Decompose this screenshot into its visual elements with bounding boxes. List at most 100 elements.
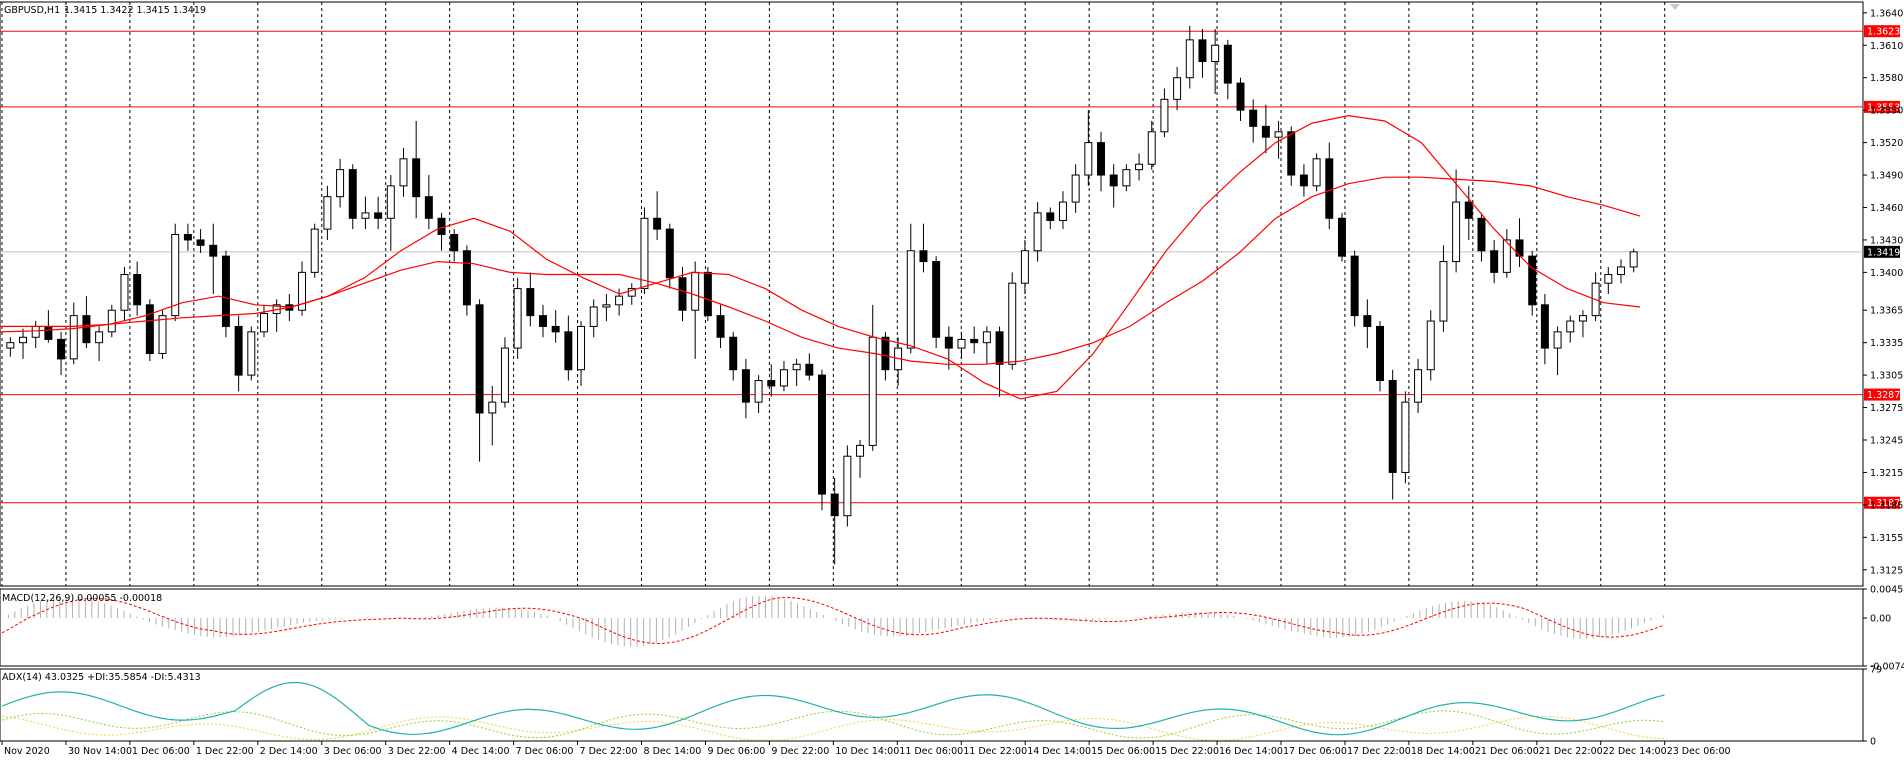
time-axis-label: 10 Dec 14:00 <box>835 746 899 757</box>
candle-body <box>1490 250 1499 273</box>
candle-body <box>982 331 991 344</box>
price-axis-label: 1.3185 <box>1870 500 1903 511</box>
candle <box>1274 120 1283 159</box>
candle-body <box>539 315 547 327</box>
time-axis-label: 9 Dec 06:00 <box>707 746 765 757</box>
candle-body <box>703 271 712 317</box>
current-price-tag <box>1864 245 1900 258</box>
candle-body <box>475 304 484 414</box>
candle-body <box>741 369 750 403</box>
candle-body <box>1198 39 1207 62</box>
candle <box>1299 164 1308 197</box>
candle-body <box>399 158 408 187</box>
candle-body <box>1439 261 1448 322</box>
candle <box>754 375 763 413</box>
candle-body <box>348 169 357 219</box>
candle <box>564 315 573 381</box>
level-lines[interactable]: 1.3623 1.3553 1.3287 1.3187 <box>0 25 1900 509</box>
time-axis-label: 15 Dec 06:00 <box>1091 746 1155 757</box>
ma-slow-line <box>0 176 1641 365</box>
time-axis-label: 21 Dec 22:00 <box>1539 746 1603 757</box>
candle <box>310 223 319 278</box>
adx-line <box>1 681 1665 736</box>
candle-body <box>995 331 1004 365</box>
candle-body <box>1452 201 1461 263</box>
candle <box>1426 310 1435 381</box>
time-axis-label: 3 Dec 06:00 <box>324 746 382 757</box>
candle-body <box>1566 320 1575 333</box>
candle <box>830 477 839 565</box>
price-axis[interactable]: 1.3640 1.3610 1.3580 1.3550 1.3520 1.3490 1.34… <box>1863 8 1903 576</box>
candle-body <box>120 274 129 311</box>
candle <box>1616 259 1625 284</box>
candle-body <box>424 196 433 219</box>
candle-body <box>1058 201 1067 221</box>
candle <box>323 185 332 240</box>
price-axis-label: 1.3610 <box>1870 41 1903 52</box>
candle <box>374 196 383 230</box>
price-axis-label: 1.3640 <box>1870 8 1903 19</box>
candle-body <box>1553 331 1562 349</box>
candle-body <box>196 239 205 246</box>
candle <box>399 148 408 197</box>
candle-body <box>779 369 788 387</box>
time-axis-label: 14 Dec 14:00 <box>1027 746 1091 757</box>
candle-body <box>1604 274 1613 284</box>
candle-body <box>1097 142 1105 176</box>
macd-pane[interactable]: MACD(12,26,9) 0.00055 -0.00018 <box>0 588 1864 667</box>
candle-body <box>1033 212 1042 252</box>
candle <box>82 296 91 349</box>
adx-pane[interactable]: ADX(14) 43.0325 +DI:35.5854 -DI:5.4313 <box>0 668 1864 742</box>
candle-body <box>1071 174 1080 203</box>
candle <box>805 353 814 381</box>
level-tag-label: 1.3553 <box>1867 102 1900 113</box>
candle <box>957 331 966 359</box>
candle <box>640 207 649 294</box>
candle <box>1540 294 1549 365</box>
candle <box>133 261 142 316</box>
symbol-label: GBPUSD,H1 <box>4 5 60 16</box>
candle-body <box>183 234 192 241</box>
adx-axis-label: 0 <box>1870 737 1876 748</box>
candle <box>183 223 192 251</box>
candle <box>653 191 662 240</box>
price-pane[interactable]: 1.3623 1.3553 1.3287 1.3187 GBPUSD,H1 1.341… <box>0 1 1900 587</box>
candle-body <box>1540 304 1549 349</box>
ma-fast-line <box>0 114 1641 400</box>
candle-body <box>450 234 459 252</box>
candle <box>792 358 801 386</box>
candle <box>818 369 826 511</box>
candle <box>1084 110 1093 186</box>
chart-shift-marker-icon[interactable] <box>1670 4 1680 10</box>
level-tag <box>1864 388 1900 401</box>
time-axis-label: 16 Dec 14:00 <box>1219 746 1283 757</box>
candle-body <box>577 325 586 371</box>
candle <box>1553 326 1562 376</box>
price-axis-label: 1.3400 <box>1870 268 1903 279</box>
candle-body <box>970 338 979 344</box>
candle-body <box>729 336 738 371</box>
candle-body <box>1388 380 1397 473</box>
time-axis[interactable]: Nov 2020 30 Nov 14:00 1 Dec 06:00 1 Dec 22:… <box>1 741 1731 757</box>
candle-body <box>691 271 700 311</box>
candle <box>462 245 471 316</box>
candle-body <box>386 185 395 219</box>
candle <box>1566 315 1575 343</box>
candle-body <box>1249 109 1258 127</box>
candle-body <box>526 288 535 317</box>
time-axis-label: 7 Dec 06:00 <box>516 746 574 757</box>
price-axis-label: 1.3245 <box>1870 436 1903 447</box>
price-axis-label: 1.3155 <box>1870 533 1903 544</box>
candle <box>1071 164 1080 213</box>
candle-body <box>1211 44 1220 62</box>
candle <box>932 256 941 349</box>
candle <box>348 164 357 230</box>
time-axis-label: 22 Dec 14:00 <box>1603 746 1667 757</box>
price-axis-label: 1.3490 <box>1870 171 1903 182</box>
candle-body <box>716 315 725 338</box>
candle <box>678 266 687 322</box>
candle <box>57 331 66 376</box>
candle <box>741 358 750 419</box>
